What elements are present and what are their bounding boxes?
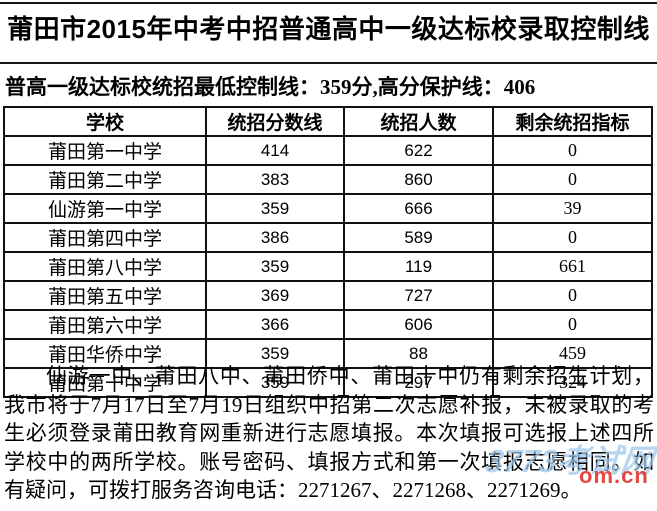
remaining-quota-cell: 324: [492, 367, 653, 398]
table-row: 莆田第六中学 366 606 0: [3, 309, 653, 340]
header-score-line: 统招分数线: [205, 106, 345, 137]
score-line-cell: 383: [205, 164, 345, 195]
admitted-count-cell: 727: [343, 280, 494, 311]
table-header-row: 学校 统招分数线 统招人数 剩余统招指标: [3, 106, 653, 137]
control-line-subtitle: 普高一级达标校统招最低控制线：359分,高分保护线：406: [5, 75, 536, 99]
score-line-cell: 359: [205, 193, 345, 224]
notice-paragraph: 仙游一中、莆田八中、莆田侨中、莆田十中仍有剩余招生计划，我市将于7月17日至7月…: [4, 364, 654, 503]
score-line-cell: 386: [205, 222, 345, 253]
table-row: 莆田第一中学 414 622 0: [3, 135, 653, 166]
school-name-cell: 莆田第二中学: [3, 164, 207, 195]
school-name-cell: 莆田第一中学: [3, 135, 207, 166]
admitted-count-cell: 666: [343, 193, 494, 224]
table-row: 莆田第四中学 386 589 0: [3, 222, 653, 253]
remaining-quota-cell: 459: [492, 338, 653, 369]
admitted-count-cell: 297: [343, 367, 494, 398]
remaining-quota-cell: 0: [492, 164, 653, 195]
score-line-cell: 414: [205, 135, 345, 166]
admission-table: 学校 统招分数线 统招人数 剩余统招指标 莆田第一中学 414 622 0 莆田…: [3, 106, 653, 398]
header-school: 学校: [3, 106, 207, 137]
remaining-quota-cell: 0: [492, 222, 653, 253]
school-name-cell: 莆田华侨中学: [3, 338, 207, 369]
admitted-count-cell: 119: [343, 251, 494, 282]
table-row: 莆田第八中学 359 119 661: [3, 251, 653, 282]
table-row: 莆田第二中学 383 860 0: [3, 164, 653, 195]
school-name-cell: 仙游第一中学: [3, 193, 207, 224]
table-row: 莆田第五中学 369 727 0: [3, 280, 653, 311]
remaining-quota-cell: 39: [492, 193, 653, 224]
admitted-count-cell: 606: [343, 309, 494, 340]
remaining-quota-cell: 0: [492, 309, 653, 340]
score-line-cell: 369: [205, 280, 345, 311]
school-name-cell: 莆田第六中学: [3, 309, 207, 340]
remaining-quota-cell: 0: [492, 135, 653, 166]
page-title: 莆田市2015年中考中招普通高中一级达标校录取控制线: [7, 14, 650, 44]
admitted-count-cell: 622: [343, 135, 494, 166]
remaining-quota-cell: 661: [492, 251, 653, 282]
top-divider: [0, 2, 657, 4]
title-divider: [0, 62, 657, 64]
admitted-count-cell: 88: [343, 338, 494, 369]
table-row: 莆田第十中学 359 297 324: [3, 367, 653, 398]
school-name-cell: 莆田第四中学: [3, 222, 207, 253]
remaining-quota-cell: 0: [492, 280, 653, 311]
header-admitted-count: 统招人数: [343, 106, 494, 137]
score-line-cell: 359: [205, 338, 345, 369]
school-name-cell: 莆田第十中学: [3, 367, 207, 398]
school-name-cell: 莆田第五中学: [3, 280, 207, 311]
score-line-cell: 359: [205, 367, 345, 398]
score-line-cell: 359: [205, 251, 345, 282]
school-name-cell: 莆田第八中学: [3, 251, 207, 282]
admitted-count-cell: 589: [343, 222, 494, 253]
header-remaining-quota: 剩余统招指标: [492, 106, 653, 137]
score-line-cell: 366: [205, 309, 345, 340]
table-row: 仙游第一中学 359 666 39: [3, 193, 653, 224]
admitted-count-cell: 860: [343, 164, 494, 195]
table-row: 莆田华侨中学 359 88 459: [3, 338, 653, 369]
